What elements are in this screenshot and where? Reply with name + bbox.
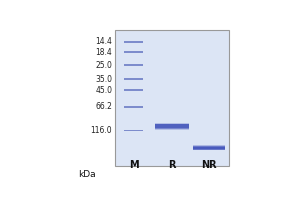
Text: 18.4: 18.4	[95, 48, 112, 57]
Bar	[124, 51, 142, 53]
Bar	[155, 123, 189, 130]
Bar	[155, 124, 189, 129]
Text: 116.0: 116.0	[91, 126, 112, 135]
Text: kDa: kDa	[78, 170, 96, 179]
Bar	[115, 30, 229, 166]
Bar	[124, 78, 142, 80]
Bar	[124, 64, 142, 66]
Bar	[155, 124, 189, 128]
Text: 35.0: 35.0	[95, 75, 112, 84]
Bar	[193, 146, 225, 150]
Text: R: R	[169, 160, 176, 170]
Bar	[193, 145, 225, 150]
Bar	[193, 147, 225, 149]
Bar	[124, 130, 142, 131]
Text: NR: NR	[201, 160, 217, 170]
Text: 45.0: 45.0	[95, 86, 112, 95]
Text: 66.2: 66.2	[95, 102, 112, 111]
Text: 14.4: 14.4	[95, 37, 112, 46]
Bar	[124, 106, 142, 108]
Text: 25.0: 25.0	[95, 61, 112, 70]
Text: M: M	[129, 160, 138, 170]
Bar	[124, 41, 142, 43]
Bar	[124, 89, 142, 91]
